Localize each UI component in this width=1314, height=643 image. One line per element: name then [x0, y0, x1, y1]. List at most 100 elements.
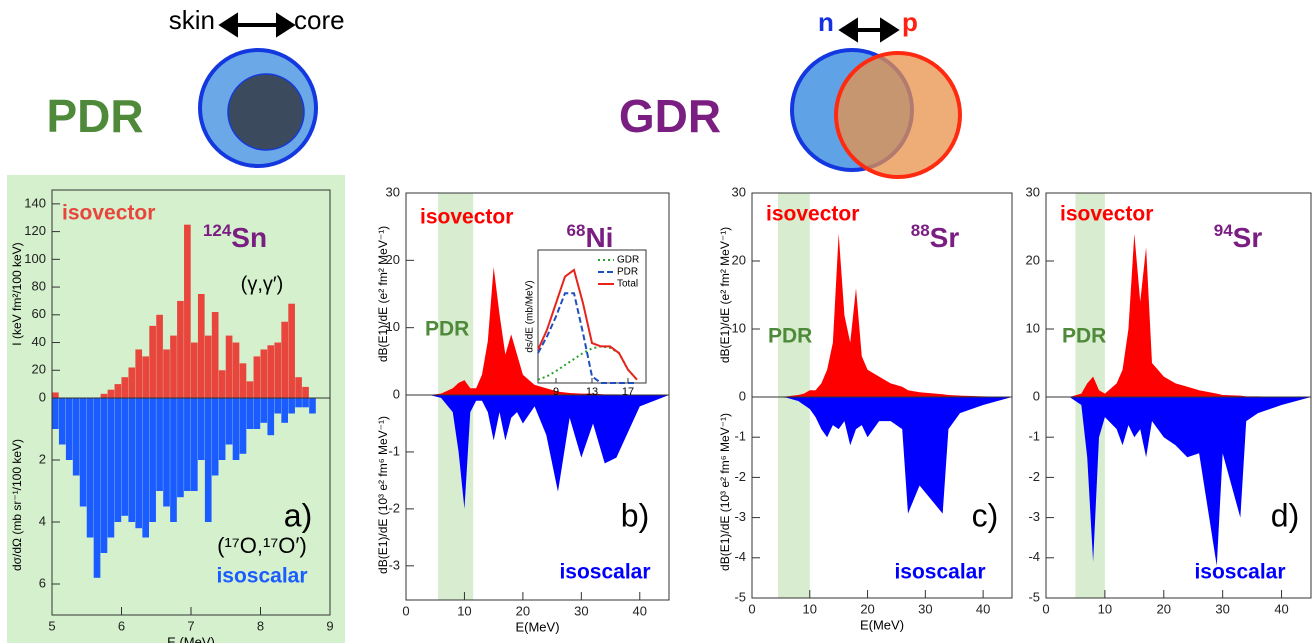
inset-x-tick-label: 17 — [622, 386, 634, 398]
arrow — [218, 12, 296, 38]
y2-tick-label: 4 — [39, 513, 46, 528]
x-tick-label: 8 — [257, 618, 264, 633]
histogram-bar — [197, 398, 205, 460]
histogram-bar — [121, 398, 129, 516]
histogram-bar — [288, 398, 295, 414]
isoscalar-label: isoscalar — [216, 565, 307, 588]
histogram-bar — [135, 398, 143, 529]
y-tick-label: 10 — [386, 319, 400, 334]
histogram-bar — [128, 398, 136, 522]
inset-line — [537, 292, 637, 384]
isovector-label: isovector — [420, 206, 513, 229]
y-tick-label: 40 — [32, 334, 46, 349]
y2-tick-label: -2 — [1028, 469, 1040, 484]
pdr-label: PDR — [768, 325, 812, 348]
isotope-mass: 94 — [1214, 221, 1233, 240]
histogram-bar — [149, 398, 156, 522]
legend-label: Total — [617, 279, 638, 290]
x-tick-label: 20 — [1157, 601, 1171, 616]
histogram-bar — [177, 300, 184, 398]
y-tick-label: 0 — [393, 386, 400, 401]
histogram-bar — [86, 398, 94, 538]
x-tick-label: 20 — [860, 601, 874, 616]
histogram-bar — [295, 398, 302, 408]
x-axis-label: E (MeV) — [167, 634, 215, 643]
x-tick-label: 0 — [748, 601, 755, 616]
histogram-bar — [107, 389, 115, 398]
isovector-label: isovector — [766, 203, 859, 226]
inset-x-tick-label: 13 — [586, 386, 598, 398]
histogram-bar — [295, 377, 302, 398]
y2-tick-label: -5 — [1028, 589, 1040, 604]
pdr-label: PDR — [1062, 325, 1106, 348]
y2-tick-label: -4 — [734, 549, 746, 564]
x-tick-label: 7 — [187, 618, 194, 633]
histogram-bar — [52, 392, 59, 398]
histogram-bar — [239, 363, 247, 398]
y2-tick-label: -2 — [388, 500, 400, 515]
histogram-bar — [142, 398, 149, 538]
x-tick-label: 30 — [1215, 601, 1229, 616]
y2-axis-label: dB(E1)/dE (10³ e² fm⁶ MeV⁻¹) — [376, 416, 390, 574]
isotope-mass: 68 — [567, 221, 586, 240]
histogram-bar — [156, 398, 163, 491]
y-tick-label: 20 — [32, 362, 46, 377]
y2-axis-label: dσ/dΩ (mb sr⁻¹/100 keV) — [10, 439, 24, 571]
histogram-bar — [281, 398, 288, 423]
proton-sphere — [834, 51, 962, 179]
inset-x-tick-label: 9 — [553, 386, 559, 398]
x-tick-label: 0 — [402, 603, 409, 618]
y-tick-label: 80 — [32, 279, 46, 294]
histogram-bar — [121, 377, 129, 398]
x-tick-label: 0 — [1042, 601, 1049, 616]
histogram-bar — [142, 356, 149, 398]
y2-tick-label: -1 — [388, 443, 400, 458]
histogram-bar — [309, 398, 316, 414]
isotope-symbol: Sr — [1233, 222, 1263, 253]
histogram-bar — [204, 335, 212, 398]
isoscalar-label: isoscalar — [1194, 561, 1285, 584]
histogram-bar — [246, 398, 254, 429]
x-tick-label: 30 — [574, 603, 588, 618]
spectrum-area — [1046, 397, 1311, 566]
histogram-bar — [177, 398, 184, 498]
y2-tick-label: -4 — [1028, 549, 1040, 564]
legend-label: GDR — [617, 255, 639, 266]
y-tick-label: 20 — [732, 252, 746, 267]
isotope-symbol: Sr — [930, 222, 960, 253]
y-tick-label: 0 — [39, 389, 46, 404]
histogram-bar — [281, 321, 288, 398]
histogram-bar — [135, 349, 143, 398]
histogram-bar — [114, 398, 122, 522]
x-tick-label: 30 — [918, 601, 932, 616]
core-label: core — [294, 5, 345, 35]
x-tick-label: 10 — [803, 601, 817, 616]
nucleus-core — [227, 73, 305, 151]
histogram-bar — [288, 303, 295, 398]
histogram-bar — [267, 398, 275, 436]
isotope-label: 68Ni — [567, 221, 614, 253]
y-tick-label: 0 — [1033, 388, 1040, 403]
isotope-symbol: Ni — [585, 222, 613, 253]
panel-label: d) — [1271, 497, 1299, 533]
histogram-bar — [204, 398, 212, 522]
histogram-bar — [225, 398, 233, 445]
isotope-label: 88Sr — [911, 221, 960, 253]
histogram-bar — [156, 314, 163, 398]
y-tick-label: 30 — [1026, 184, 1040, 199]
y2-tick-label: 2 — [39, 451, 46, 466]
x-tick-label: 40 — [1274, 601, 1288, 616]
histogram-bar — [225, 335, 233, 398]
panel-label: a) — [284, 497, 312, 533]
histogram-bar — [58, 398, 66, 445]
y-tick-label: 30 — [386, 184, 400, 199]
panel-label: b) — [621, 497, 649, 533]
plot-frame — [1045, 192, 1312, 599]
isotope-mass: 124 — [203, 221, 232, 240]
y2-tick-label: -3 — [734, 509, 746, 524]
y-axis-label: I (keV fm²/100 keV) — [10, 242, 24, 345]
histogram-bar — [232, 342, 240, 398]
reaction-label: (¹⁷O,¹⁷O′) — [217, 533, 307, 558]
y2-tick-label: -2 — [734, 469, 746, 484]
